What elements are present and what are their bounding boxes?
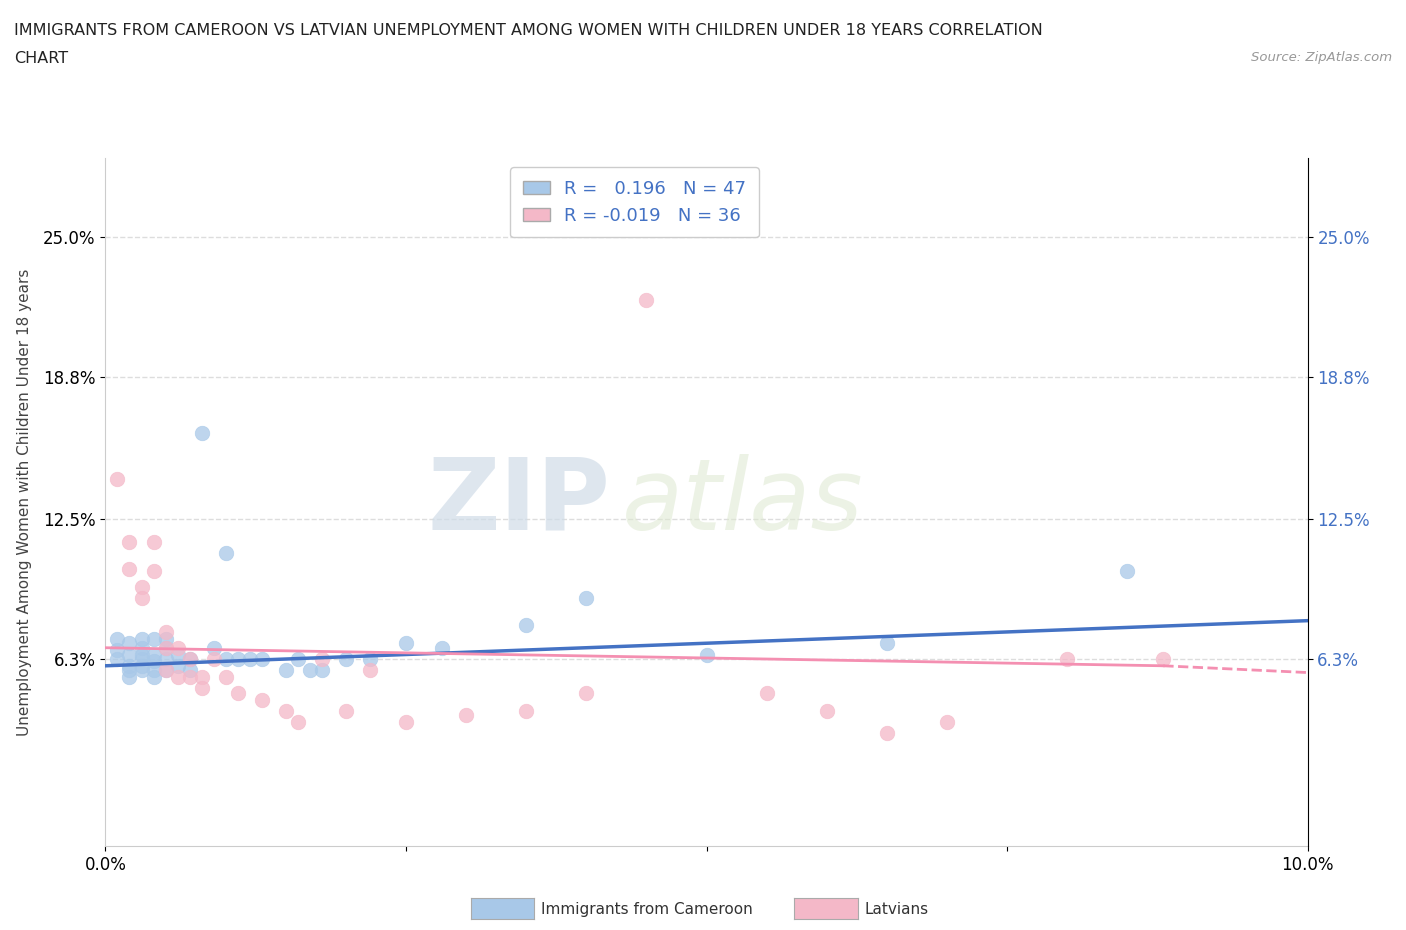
Point	[250, 652, 273, 667]
Point	[131, 658, 153, 673]
Point	[311, 663, 333, 678]
Point	[142, 670, 165, 684]
Point	[131, 631, 153, 646]
Point	[107, 472, 129, 486]
Text: IMMIGRANTS FROM CAMEROON VS LATVIAN UNEMPLOYMENT AMONG WOMEN WITH CHILDREN UNDER: IMMIGRANTS FROM CAMEROON VS LATVIAN UNEM…	[14, 23, 1043, 38]
Point	[142, 631, 165, 646]
Point	[1152, 652, 1174, 667]
Point	[190, 426, 212, 441]
Text: ZIP: ZIP	[427, 454, 610, 551]
Point	[131, 640, 153, 655]
Point	[214, 546, 236, 561]
Point	[179, 652, 201, 667]
Point	[575, 591, 598, 605]
Point	[239, 652, 262, 667]
Point	[131, 579, 153, 594]
Point	[142, 534, 165, 549]
Point	[155, 652, 177, 667]
Point	[202, 652, 225, 667]
Point	[142, 663, 165, 678]
Point	[118, 636, 141, 651]
Point	[142, 564, 165, 578]
Point	[575, 685, 598, 700]
Point	[166, 647, 188, 662]
Point	[226, 652, 249, 667]
Point	[166, 658, 188, 673]
Point	[202, 640, 225, 655]
Y-axis label: Unemployment Among Women with Children Under 18 years: Unemployment Among Women with Children U…	[17, 269, 32, 736]
Point	[876, 636, 898, 651]
Point	[696, 647, 718, 662]
Point	[876, 726, 898, 741]
Text: CHART: CHART	[14, 51, 67, 66]
Point	[311, 652, 333, 667]
Point	[454, 708, 477, 723]
Point	[166, 640, 188, 655]
Point	[250, 692, 273, 707]
Point	[214, 670, 236, 684]
Point	[131, 652, 153, 667]
Point	[335, 652, 357, 667]
Point	[118, 658, 141, 673]
Point	[214, 652, 236, 667]
Point	[395, 715, 418, 730]
Point	[142, 654, 165, 669]
Point	[155, 625, 177, 640]
Text: atlas: atlas	[623, 454, 865, 551]
Point	[118, 663, 141, 678]
Point	[131, 647, 153, 662]
Point	[179, 663, 201, 678]
Legend: R =   0.196   N = 47, R = -0.019   N = 36: R = 0.196 N = 47, R = -0.019 N = 36	[510, 167, 759, 237]
Point	[118, 534, 141, 549]
Point	[131, 663, 153, 678]
Point	[131, 591, 153, 605]
Point	[179, 652, 201, 667]
Point	[755, 685, 778, 700]
Point	[226, 685, 249, 700]
Point	[636, 293, 658, 308]
Point	[395, 636, 418, 651]
Point	[107, 643, 129, 658]
Point	[515, 703, 537, 718]
Point	[179, 670, 201, 684]
Point	[274, 703, 297, 718]
Point	[298, 663, 321, 678]
Point	[155, 663, 177, 678]
Point	[155, 663, 177, 678]
Point	[166, 670, 188, 684]
Point	[359, 652, 381, 667]
Point	[1056, 652, 1078, 667]
Point	[155, 631, 177, 646]
Point	[936, 715, 959, 730]
Point	[335, 703, 357, 718]
Point	[287, 652, 309, 667]
Point	[274, 663, 297, 678]
Point	[815, 703, 838, 718]
Point	[515, 618, 537, 632]
Point	[118, 562, 141, 577]
Point	[359, 663, 381, 678]
Text: Latvians: Latvians	[865, 902, 929, 917]
Point	[430, 640, 453, 655]
Point	[107, 652, 129, 667]
Point	[287, 715, 309, 730]
Text: Source: ZipAtlas.com: Source: ZipAtlas.com	[1251, 51, 1392, 64]
Point	[118, 647, 141, 662]
Point	[155, 640, 177, 655]
Point	[190, 681, 212, 696]
Text: Immigrants from Cameroon: Immigrants from Cameroon	[541, 902, 754, 917]
Point	[142, 647, 165, 662]
Point	[190, 670, 212, 684]
Point	[107, 631, 129, 646]
Point	[118, 670, 141, 684]
Point	[155, 640, 177, 655]
Point	[1116, 564, 1139, 578]
